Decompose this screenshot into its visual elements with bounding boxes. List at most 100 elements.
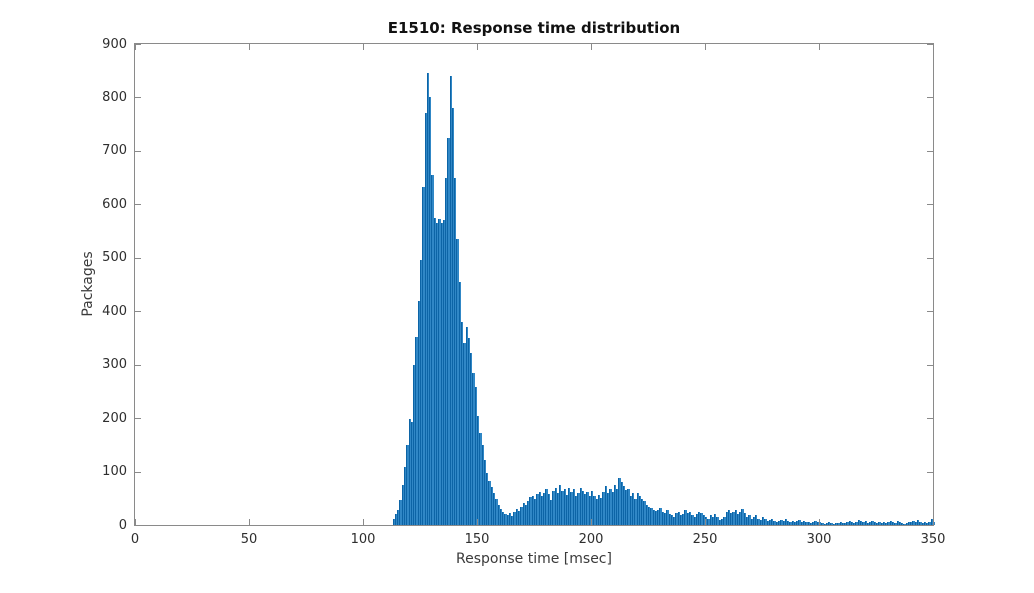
histogram-bar — [492, 492, 496, 525]
histogram-bar — [891, 521, 895, 525]
histogram-bar — [787, 520, 790, 525]
histogram-bar — [864, 521, 867, 525]
histogram-bar — [807, 521, 810, 525]
histogram-bar — [905, 522, 908, 525]
histogram-bar — [481, 444, 484, 525]
x-tick-label: 50 — [240, 532, 258, 547]
histogram-bar — [723, 516, 726, 525]
histogram-bar — [666, 510, 669, 525]
y-tick-mark — [135, 418, 141, 420]
histogram-bar — [636, 492, 639, 525]
histogram-bar — [404, 467, 407, 525]
histogram-bar — [531, 495, 534, 525]
histogram-bar — [898, 522, 902, 525]
x-tick-label: 300 — [806, 532, 832, 547]
histogram-bar — [554, 487, 557, 525]
histogram-bar — [878, 522, 881, 525]
y-tick-label: 0 — [118, 517, 127, 533]
histogram-bar — [825, 523, 829, 525]
x-tick-label: 250 — [692, 532, 718, 547]
histogram-bar — [675, 513, 678, 525]
histogram-bar — [508, 513, 512, 525]
histogram-bar — [691, 515, 694, 525]
histogram-bar — [871, 520, 874, 525]
histogram-bar — [538, 491, 541, 525]
x-tick-mark — [933, 519, 934, 525]
histogram-bar — [511, 516, 514, 525]
histogram-bar — [743, 513, 747, 525]
histogram-bar — [467, 337, 471, 525]
histogram-bar — [520, 506, 523, 525]
x-tick-mark — [135, 519, 136, 525]
histogram-bar — [739, 512, 742, 525]
histogram-bar — [805, 522, 808, 525]
histogram-bar — [463, 343, 466, 525]
histogram-bar — [832, 523, 835, 525]
x-tick-label: 0 — [130, 532, 140, 547]
x-tick-mark — [705, 519, 706, 525]
histogram-bar — [695, 514, 699, 525]
histogram-bar — [755, 515, 758, 525]
histogram-bar — [775, 521, 778, 525]
histogram-bar — [408, 419, 411, 525]
histogram-bar — [862, 522, 865, 525]
histogram-bar — [431, 174, 434, 525]
histogram-bar — [748, 515, 751, 525]
histogram-bar — [837, 523, 840, 525]
histogram-bar — [604, 486, 607, 525]
x-tick-label: 150 — [464, 532, 490, 547]
y-tick-mark — [135, 97, 141, 99]
histogram-bar — [497, 504, 500, 525]
y-tick-mark — [135, 150, 141, 152]
histogram-bar — [707, 518, 710, 525]
x-tick-label: 350 — [920, 532, 946, 547]
histogram-bar — [889, 520, 892, 525]
histogram-bar — [602, 491, 605, 525]
histogram-bar — [522, 502, 525, 525]
histogram-bar — [930, 518, 933, 525]
x-tick-mark-top — [591, 44, 592, 50]
histogram-bar — [595, 499, 598, 525]
histogram-bar — [394, 514, 398, 525]
y-tick-mark — [135, 364, 141, 366]
histogram-bar — [880, 522, 883, 525]
y-tick-mark-right — [927, 97, 933, 99]
histogram-bar — [876, 523, 879, 525]
x-tick-mark — [819, 519, 820, 525]
histogram-bar — [860, 520, 863, 525]
histogram-bar — [543, 492, 546, 525]
histogram-bar — [632, 492, 635, 525]
histogram-bar — [709, 515, 712, 525]
histogram-bar — [438, 219, 441, 525]
histogram-bar — [914, 521, 918, 525]
histogram-bar — [568, 487, 571, 525]
histogram-bar — [750, 518, 753, 525]
histogram-bar — [896, 521, 899, 525]
histogram-bar — [741, 508, 744, 525]
x-tick-mark-top — [363, 44, 364, 50]
histogram-bar — [547, 494, 550, 525]
histogram-bar — [549, 500, 553, 525]
histogram-bar — [823, 523, 826, 525]
histogram-bar — [727, 510, 731, 525]
histogram-bar — [780, 519, 783, 525]
histogram-bar — [620, 482, 623, 525]
histogram-bar — [470, 352, 473, 525]
x-tick-mark-top — [819, 44, 820, 50]
histogram-bar — [848, 520, 851, 525]
histogram-bar — [677, 511, 680, 525]
histogram-bar — [616, 489, 619, 525]
histogram-bar — [597, 494, 601, 525]
histogram-bar — [809, 522, 813, 525]
histogram-bar — [768, 519, 772, 525]
histogram-bar — [447, 137, 450, 525]
histogram-bar — [839, 521, 842, 525]
histogram-bar — [919, 522, 922, 525]
histogram-bar — [570, 491, 573, 525]
histogram-bar — [575, 495, 578, 525]
histogram-bar — [584, 494, 587, 525]
histogram-bar — [732, 511, 735, 525]
histogram-bar — [561, 490, 564, 525]
histogram-bar — [659, 507, 662, 525]
histogram-bar — [486, 473, 489, 525]
